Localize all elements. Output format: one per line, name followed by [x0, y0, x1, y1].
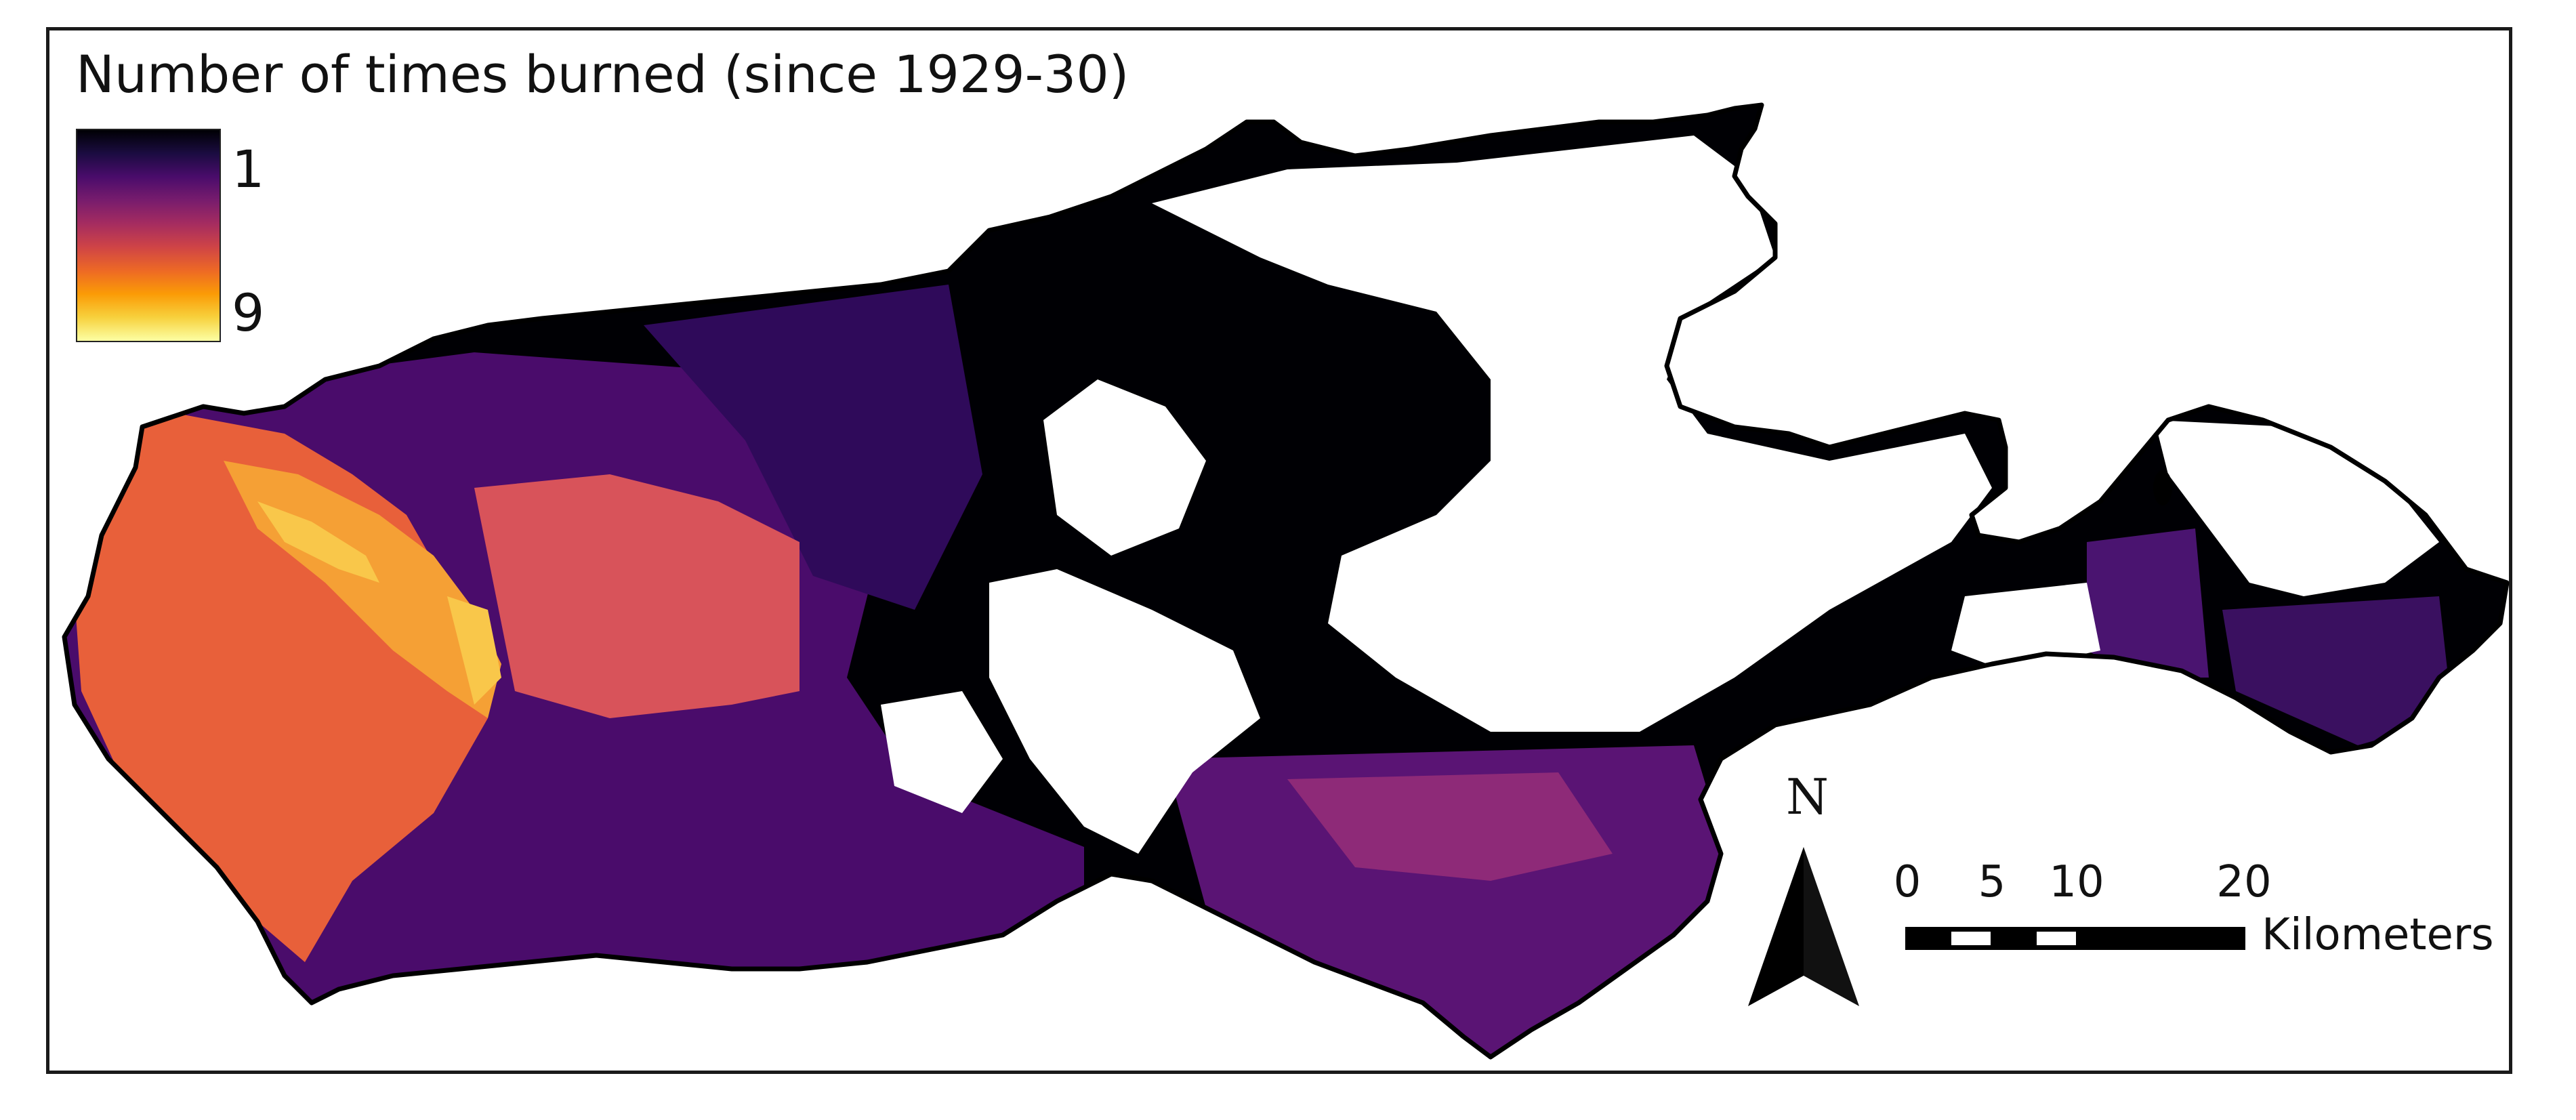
burn-zone-east [2087, 528, 2209, 678]
scale-bar [1905, 927, 2245, 950]
unburned-central [1043, 379, 1206, 556]
unburned-east [2155, 420, 2439, 596]
lake-feature [2153, 470, 2172, 505]
burn-zone-yellow-streak-2 [447, 596, 501, 705]
unburned-east-south [1951, 583, 2100, 671]
unburned-north-east [1152, 136, 1992, 732]
scale-tick-10: 10 [2049, 857, 2104, 907]
legend-title: Number of times burned (since 1929-30) [76, 44, 1129, 104]
burn-zone-south-highlight [1287, 772, 1613, 881]
north-arrow [1748, 847, 1859, 1006]
burn-zone-purple-dark [644, 285, 982, 610]
legend-max-label: 9 [232, 283, 265, 343]
burn-zone-salmon [474, 474, 799, 718]
scale-unit-label: Kilometers [2262, 910, 2494, 960]
burn-zone-yellow-streak [257, 501, 379, 583]
scale-bar-segment-light-2 [2037, 932, 2076, 945]
legend-color-ramp [76, 129, 221, 342]
north-arrow-right-half [1804, 847, 1859, 1006]
north-arrow-label: N [1786, 768, 1829, 825]
unburned-center [881, 691, 1003, 813]
scale-tick-0: 0 [1893, 857, 1921, 907]
legend-min-label: 1 [232, 139, 265, 199]
scale-tick-5: 5 [1978, 857, 2006, 907]
scale-tick-20: 20 [2216, 857, 2272, 907]
burn-frequency-layer [62, 102, 2510, 1060]
unburned-central-south [989, 569, 1260, 854]
burn-zone-east-2 [2222, 596, 2453, 745]
scale-bar-segment-light-1 [1951, 932, 1991, 945]
north-arrow-left-half [1748, 847, 1804, 1006]
coastline-outline [62, 102, 2510, 1060]
